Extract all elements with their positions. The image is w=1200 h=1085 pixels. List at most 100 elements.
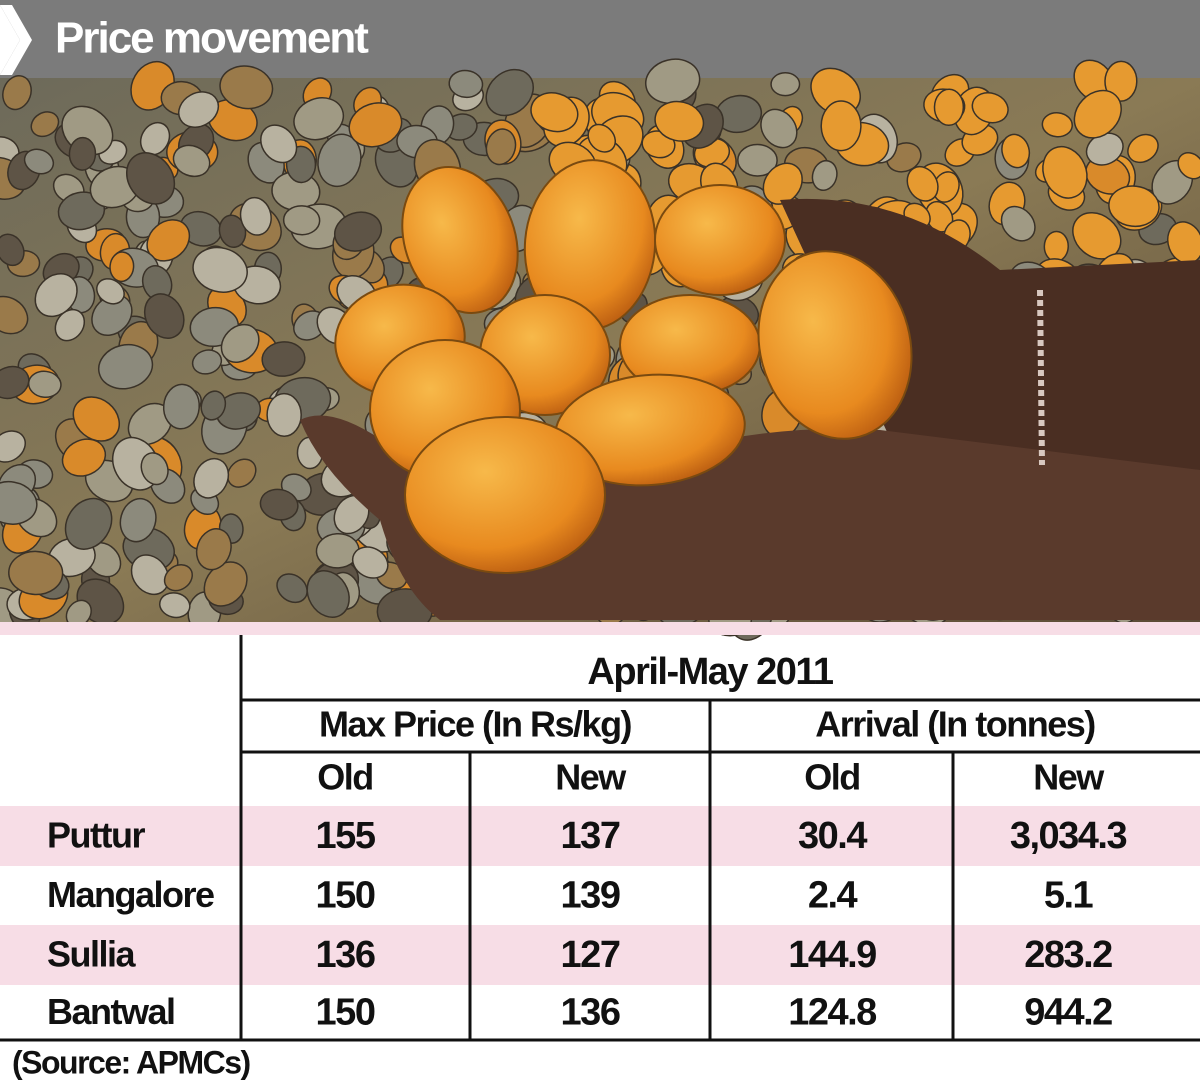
nut [96, 278, 125, 305]
nut [34, 273, 78, 318]
nut [260, 124, 298, 164]
nut [200, 390, 227, 421]
cell: 150 [316, 875, 375, 917]
nut [266, 392, 302, 437]
areca-fruit [404, 416, 606, 574]
nut [2, 75, 32, 111]
nut [0, 233, 25, 267]
cell: 5.1 [1044, 875, 1094, 917]
nut [219, 65, 274, 110]
sub-header: Old [317, 757, 373, 798]
pink-strip [0, 622, 1200, 635]
nut [1127, 133, 1159, 164]
nut [334, 211, 383, 252]
nut [203, 561, 248, 607]
nut [0, 430, 26, 463]
nut [8, 550, 64, 596]
row-band [0, 806, 1200, 866]
nut [226, 458, 257, 488]
cell: 136 [316, 934, 375, 976]
header-arrow [0, 5, 20, 75]
nut [125, 152, 176, 205]
nut [906, 165, 939, 202]
nut [220, 323, 260, 363]
nut [485, 128, 517, 166]
nut [1177, 152, 1200, 180]
nut [348, 102, 403, 148]
nut [61, 438, 107, 477]
nut [195, 528, 232, 571]
cell: 944.2 [1024, 992, 1112, 1034]
nut [192, 246, 248, 293]
nut [1042, 145, 1088, 199]
nut [1001, 133, 1031, 169]
row-label: Mangalore [47, 874, 214, 915]
cell: 150 [316, 992, 375, 1034]
cell: 124.8 [788, 992, 876, 1034]
nut [23, 148, 55, 175]
cell: 139 [561, 875, 620, 917]
row-label: Bantwal [47, 991, 175, 1032]
nut [293, 97, 345, 141]
nut [1041, 112, 1073, 138]
areca-fruit [401, 166, 519, 314]
row-label: Puttur [47, 815, 145, 856]
nut [654, 100, 705, 142]
nut [530, 92, 579, 133]
nut [178, 91, 220, 128]
nut [737, 143, 778, 177]
nut [485, 68, 534, 117]
table: April-May 2011 Max Price (In Rs/kg) Arriva… [0, 635, 1200, 1080]
cell: 136 [561, 992, 620, 1034]
nut [27, 370, 62, 399]
nut [68, 136, 97, 171]
cell: 3,034.3 [1010, 815, 1127, 857]
nut [72, 396, 121, 442]
nut [0, 480, 38, 525]
nut [760, 108, 798, 149]
cell: 144.9 [788, 934, 876, 976]
nut [119, 497, 157, 543]
nut [54, 308, 86, 342]
cell: 137 [561, 815, 620, 857]
row-band [0, 925, 1200, 985]
header-title: Price movement [55, 14, 369, 63]
nut [1108, 185, 1160, 228]
nut [193, 457, 230, 499]
nut [30, 111, 60, 138]
cell: 127 [561, 934, 620, 976]
nut [130, 554, 170, 596]
sub-header: New [555, 757, 627, 798]
nut [282, 205, 321, 236]
nut [143, 293, 185, 339]
source: (Source: APMCs) [12, 1044, 251, 1080]
nut [159, 592, 191, 619]
nut [97, 343, 154, 390]
cell: 30.4 [798, 815, 867, 857]
cell: 155 [316, 815, 376, 857]
period-header: April-May 2011 [587, 651, 833, 693]
cell: 283.2 [1024, 934, 1112, 976]
nut [64, 497, 113, 550]
nut [172, 144, 211, 178]
nut [811, 159, 838, 192]
header-arrow [0, 5, 32, 75]
nut [109, 251, 135, 283]
sub-header: Old [804, 757, 860, 798]
nut [140, 452, 169, 486]
nut [1000, 205, 1036, 242]
nut [259, 488, 299, 521]
header-bar [0, 0, 1200, 78]
cell: 2.4 [808, 875, 858, 917]
group-header: Max Price (In Rs/kg) [319, 704, 632, 745]
nut [239, 196, 272, 236]
nut [276, 573, 308, 604]
nut [317, 133, 362, 188]
sub-header: New [1033, 757, 1105, 798]
nut [162, 383, 200, 430]
nut [762, 162, 803, 205]
nut [820, 100, 862, 152]
nut [1043, 230, 1069, 263]
bracelet [1037, 289, 1045, 466]
